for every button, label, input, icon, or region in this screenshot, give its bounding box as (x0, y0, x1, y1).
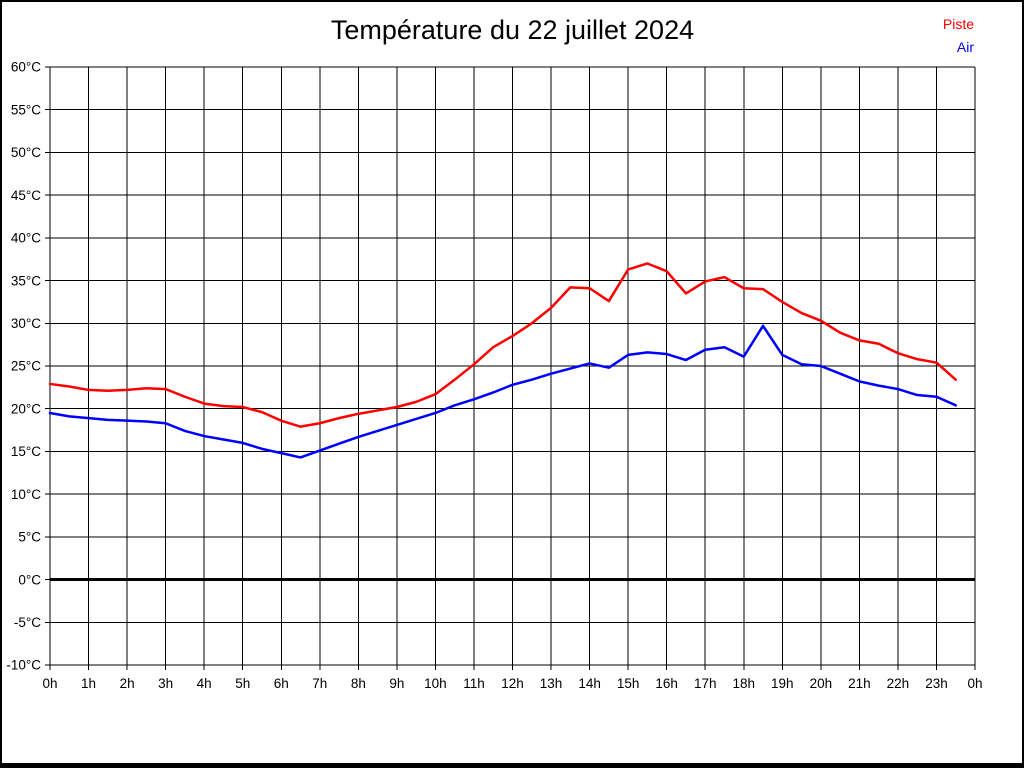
x-tick-label: 17h (694, 676, 717, 691)
y-tick-label: 50°C (11, 145, 41, 160)
x-tick-label: 22h (887, 676, 910, 691)
y-tick-label: 40°C (11, 231, 41, 246)
y-tick-label: -5°C (14, 615, 41, 630)
x-tick-label: 0h (42, 676, 57, 691)
legend-item-air: Air (943, 36, 974, 59)
x-tick-label: 12h (501, 676, 524, 691)
x-tick-label: 19h (771, 676, 794, 691)
y-tick-label: 5°C (18, 530, 41, 545)
x-tick-label: 7h (312, 676, 327, 691)
x-tick-label: 1h (81, 676, 96, 691)
x-tick-label: 14h (578, 676, 601, 691)
x-tick-label: 15h (617, 676, 640, 691)
y-tick-label: -10°C (6, 658, 41, 673)
x-tick-label: 9h (389, 676, 404, 691)
y-tick-label: 0°C (18, 572, 41, 587)
x-tick-label: 21h (848, 676, 871, 691)
y-tick-label: 45°C (11, 188, 41, 203)
x-tick-label: 11h (463, 676, 485, 691)
chart-title: Température du 22 juillet 2024 (330, 15, 695, 45)
y-tick-label: 30°C (11, 316, 41, 331)
x-tick-label: 23h (925, 676, 948, 691)
y-tick-label: 55°C (11, 102, 41, 117)
legend-label-piste: Piste (942, 16, 974, 32)
y-tick-label: 10°C (11, 487, 41, 502)
x-tick-label: 13h (540, 676, 563, 691)
chart-legend: Piste Air (943, 13, 974, 59)
y-tick-label: 15°C (11, 444, 41, 459)
legend-item-piste: Piste (943, 13, 974, 36)
series-line-piste (48, 262, 957, 428)
x-tick-label: 18h (732, 676, 755, 691)
x-tick-label: 8h (351, 676, 366, 691)
y-tick-label: 35°C (11, 273, 41, 288)
x-tick-label: 6h (274, 676, 289, 691)
axis-labels: 60°C 55°C 50°C 45°C 40°C 35°C 30°C 25°C 20°C 15°C… (6, 60, 982, 691)
series-line-air (48, 324, 957, 459)
x-tick-label: 5h (235, 676, 250, 691)
x-tick-label: 2h (120, 676, 135, 691)
x-tick-label: 3h (158, 676, 173, 691)
x-tick-label: 0h (967, 676, 982, 691)
x-tick-label: 4h (197, 676, 212, 691)
y-tick-label: 60°C (11, 60, 41, 75)
y-tick-label: 20°C (11, 401, 41, 416)
x-tick-label: 20h (810, 676, 833, 691)
x-tick-label: 10h (424, 676, 447, 691)
x-tick-label: 16h (655, 676, 678, 691)
legend-label-air: Air (956, 39, 974, 55)
y-tick-label: 25°C (11, 359, 41, 374)
